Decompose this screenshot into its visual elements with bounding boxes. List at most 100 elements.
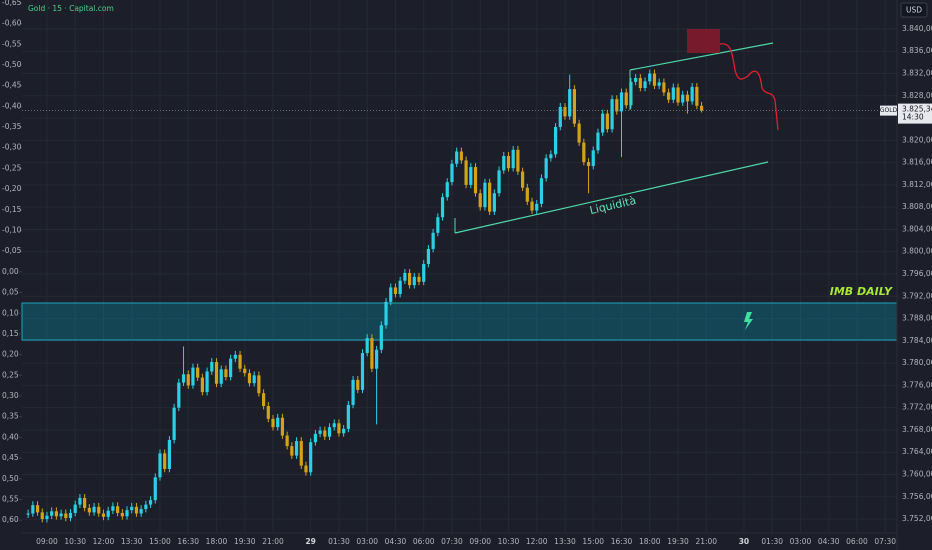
supply-box — [687, 29, 720, 53]
candle-body — [605, 113, 609, 130]
y2-tick-label: -0,65 — [2, 0, 22, 7]
y2-tick-label: -0,50 — [2, 60, 22, 69]
candle-body — [229, 358, 233, 378]
candle-body — [407, 272, 412, 286]
candle-body — [469, 167, 473, 185]
candle-body — [252, 375, 256, 384]
candle-body — [163, 453, 167, 469]
candle-body — [177, 382, 181, 408]
candle-body — [158, 453, 162, 478]
candle-body — [304, 465, 308, 473]
candle-body — [681, 94, 685, 103]
x-tick-label: 15:00 — [582, 537, 604, 546]
y-tick-label: 3.808,00 — [902, 202, 932, 211]
channel-lower — [454, 161, 769, 234]
candle-body — [351, 379, 355, 405]
x-tick-label: 29 — [305, 537, 315, 546]
candle-body — [243, 368, 247, 374]
candle-body — [309, 442, 313, 473]
y2-tick-label: -0,25 — [2, 163, 22, 172]
candle-body — [54, 511, 58, 517]
candle-body — [610, 99, 614, 130]
y2-tick-label: -0,30 — [2, 143, 22, 152]
y2-tick-label: 0,20 — [2, 350, 19, 359]
x-tick-label: 13:30 — [121, 537, 143, 546]
y2-tick-label: -0,20 — [2, 184, 22, 193]
candle-body — [342, 428, 346, 434]
y2-tick-label: -0,35 — [2, 122, 22, 131]
chart-title: Gold · 15 · Capital.com — [28, 4, 114, 13]
y-tick-label: 3.780,00 — [902, 358, 932, 367]
candle-body — [247, 373, 252, 384]
y2-tick-label: -0,15 — [2, 205, 22, 214]
candle-body — [591, 150, 595, 166]
candle-body — [125, 510, 129, 517]
candle-body — [563, 106, 567, 117]
candle-body — [464, 160, 468, 185]
candle-body — [516, 149, 520, 172]
x-tick-label: 12:00 — [93, 537, 115, 546]
candle-body — [139, 509, 143, 514]
candle-body — [596, 132, 600, 151]
candle-body — [144, 504, 148, 510]
y-tick-label: 3.812,00 — [902, 180, 932, 189]
candle-body — [535, 203, 539, 211]
y-tick-label: 3.768,00 — [902, 425, 932, 434]
grid — [22, 0, 897, 533]
candle-body — [699, 105, 704, 111]
candle-body — [167, 439, 172, 469]
x-tick-label: 19:30 — [234, 537, 256, 546]
candle-body — [615, 99, 619, 112]
candle-body — [153, 477, 157, 501]
candle-body — [544, 158, 548, 179]
y-tick-label: 3.836,00 — [902, 46, 932, 55]
candle-body — [87, 507, 91, 513]
y2-tick-label: 0,60 — [2, 515, 19, 524]
candle-body — [431, 232, 435, 249]
lightning-icon — [744, 312, 753, 330]
candle-body — [186, 374, 190, 386]
candle-body — [219, 369, 223, 384]
candle-body — [398, 280, 402, 295]
candle-body — [280, 417, 285, 436]
y2-tick-label: 0,00 — [2, 267, 19, 276]
x-tick-label: 06:00 — [846, 537, 868, 546]
candle-body — [568, 89, 572, 117]
x-tick-label: 16:30 — [611, 537, 633, 546]
candle-body — [360, 353, 365, 390]
y-tick-label: 3.792,00 — [902, 291, 932, 300]
candle-body — [276, 417, 280, 428]
y2-tick-label: -0,05 — [2, 246, 22, 255]
candle-body — [572, 89, 577, 124]
candle-body — [313, 433, 317, 443]
candle-body — [417, 276, 421, 282]
candle-body — [389, 287, 393, 302]
candle-body — [553, 126, 558, 155]
y2-tick-label: 0,15 — [2, 329, 19, 338]
x-tick-label: 04:30 — [385, 537, 407, 546]
y-tick-label: 3.796,00 — [902, 269, 932, 278]
last-price-box — [898, 103, 932, 124]
candle-body — [695, 86, 699, 106]
candle-body — [549, 154, 553, 159]
channel-upper — [629, 42, 774, 71]
candle-body — [497, 170, 501, 194]
candle-body — [134, 506, 139, 514]
candle-body — [83, 497, 87, 508]
candle-body — [436, 217, 440, 233]
candle-body — [506, 155, 511, 169]
candle-body — [35, 505, 40, 513]
y2-tick-label: 0,05 — [2, 288, 19, 297]
candle-body — [285, 435, 289, 447]
candle-body — [488, 182, 492, 212]
candle-body — [31, 505, 35, 514]
candle-body — [619, 92, 624, 112]
candle-body — [120, 512, 124, 517]
candle-body — [577, 123, 581, 143]
y2-tick-label: 0,10 — [2, 308, 19, 317]
candle-body — [257, 375, 261, 394]
x-tick-label: 04:30 — [818, 537, 840, 546]
y-tick-label: 3.840,00 — [902, 24, 932, 33]
